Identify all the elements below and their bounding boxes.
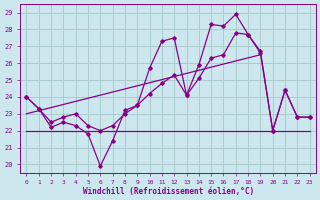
X-axis label: Windchill (Refroidissement éolien,°C): Windchill (Refroidissement éolien,°C): [83, 187, 254, 196]
